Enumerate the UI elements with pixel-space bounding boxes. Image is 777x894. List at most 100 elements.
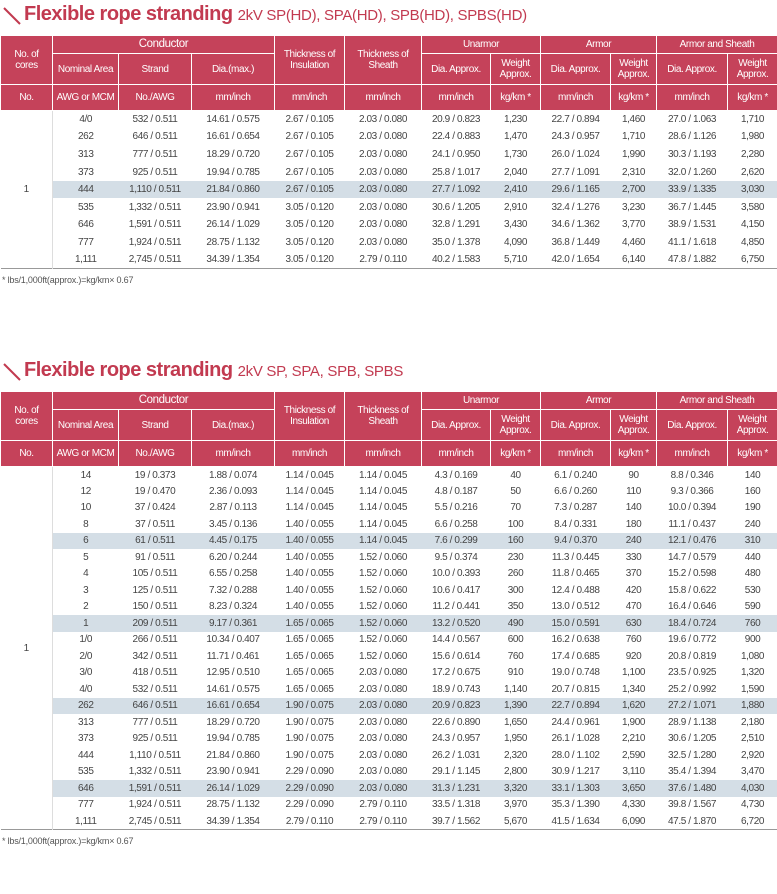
header-cell: mm/inch [191, 440, 275, 467]
data-row: 2/0 342 / 0.511 11.71 / 0.461 1.65 / 0.065 1… [1, 648, 777, 665]
data-cell: 2.03 / 0.080 [358, 733, 408, 745]
title-icon [3, 7, 21, 25]
table-header: No. of cores Conductor Thickness of Insula… [0, 391, 777, 467]
data-cell: 27.2 / 1.071 [656, 697, 728, 714]
data-cell: 14.61 / 0.575 [206, 683, 260, 695]
data-cell: 2,310 [622, 166, 646, 178]
data-cell: 12.4 / 0.488 [551, 584, 600, 596]
data-cell: 1,111 [74, 254, 97, 266]
data-row: 10 37 / 0.424 2.87 / 0.113 1.14 / 0.045 1.14… [1, 500, 777, 517]
data-cell: 3.05 / 0.120 [285, 201, 334, 213]
data-cell: 1.52 / 0.060 [358, 568, 408, 580]
data-cell: 5.5 / 0.216 [434, 502, 478, 514]
data-cell: 39.8 / 1.567 [668, 799, 717, 811]
data-cell: 1/0 [79, 634, 93, 646]
data-cell: 209 / 0.511 [118, 615, 192, 632]
data-cell: 777 [78, 236, 94, 248]
data-cell: 2.79 / 0.110 [359, 799, 407, 811]
header-cell: No./AWG [118, 84, 192, 111]
data-cell: 19 / 0.373 [134, 469, 176, 481]
data-cell: 1,340 [622, 683, 646, 695]
data-cell: 418 / 0.511 [132, 667, 178, 679]
data-cell: 266 / 0.511 [132, 634, 178, 646]
data-cell: 14 [80, 469, 92, 481]
data-cell: 6,140 [622, 254, 646, 266]
data-cell: 2.79 / 0.110 [359, 254, 407, 266]
data-cell: 1.14 / 0.045 [285, 469, 334, 481]
data-cell: 2,745 / 0.511 [128, 254, 182, 266]
data-cell: 36.7 / 1.445 [668, 201, 717, 213]
data-cell: 150 / 0.511 [132, 601, 178, 613]
data-cell: 1,390 [490, 697, 541, 714]
data-cell: 262 [78, 131, 94, 143]
header-cell: mm/inch [191, 84, 275, 111]
data-cell: 28.9 / 1.138 [668, 716, 717, 728]
data-cell: 532 / 0.511 [132, 683, 178, 695]
data-cell: 2.03 / 0.080 [358, 749, 408, 761]
data-cell: 3,430 [503, 219, 528, 231]
header-cell: Dia.(max.) [191, 409, 275, 441]
header-cell: Weight Approx. [727, 53, 777, 85]
header-cell: Nominal Area [52, 409, 119, 441]
data-cell: 3,320 [490, 780, 541, 797]
data-cell: 40.2 / 1.583 [431, 254, 481, 266]
data-cell: 20.7 / 0.815 [551, 683, 600, 695]
data-cell: 2,040 [503, 166, 528, 178]
data-cell: 40 [510, 469, 521, 481]
data-cell: 1,980 [741, 131, 765, 143]
header-cell: Dia.(max.) [191, 53, 275, 85]
header-cell: Armor and Sheath [656, 35, 777, 54]
data-cell: 2.03 / 0.080 [344, 697, 422, 714]
data-cell: 2.03 / 0.080 [358, 201, 408, 213]
header-row: Nominal Area Strand Dia.(max.) Dia. Approx.… [1, 409, 777, 441]
data-cell: 18.29 / 0.720 [206, 716, 260, 728]
header-cell: Dia. Approx. [421, 53, 491, 85]
data-cell: 90 [628, 469, 639, 481]
data-cell: 900 [744, 634, 761, 646]
data-cell: 8.8 / 0.346 [670, 469, 714, 481]
data-cell: 4,330 [622, 799, 646, 811]
data-cell: 1,591 / 0.511 [118, 780, 192, 797]
data-cell: 18.9 / 0.743 [431, 683, 481, 695]
data-cell: 1.90 / 0.075 [285, 749, 334, 761]
header-cell: kg/km * [727, 84, 777, 111]
data-cell: 190 [744, 502, 761, 514]
data-cell: 1,950 [503, 733, 528, 745]
data-cell: 646 [78, 219, 94, 231]
data-cell: 1.40 / 0.055 [285, 584, 334, 596]
data-cell: 1.40 / 0.055 [285, 568, 334, 580]
header-cell: Weight Approx. [610, 53, 658, 85]
header-cell: Weight Approx. [727, 409, 777, 441]
header-cell: kg/km * [727, 440, 777, 467]
data-cell: 1.14 / 0.045 [285, 485, 334, 497]
data-cell: 535 [78, 201, 94, 213]
data-cell: 7.3 / 0.287 [554, 502, 597, 514]
data-cell: 1.14 / 0.045 [358, 469, 408, 481]
data-cell: 14.61 / 0.575 [206, 114, 260, 126]
header-cell: mm/inch [274, 440, 345, 467]
data-cell: 490 [490, 615, 541, 632]
data-cell: 38.9 / 1.531 [668, 219, 717, 231]
data-cell: 760 [727, 615, 777, 632]
data-cell: 32.5 / 1.280 [668, 749, 717, 761]
data-cell: 1,320 [741, 667, 765, 679]
data-cell: 35.3 / 1.390 [551, 799, 600, 811]
data-cell: 4 [83, 568, 89, 580]
data-cell: 1.40 / 0.055 [274, 532, 345, 549]
data-cell: 8 [83, 518, 89, 530]
data-cell: 15.6 / 0.614 [431, 650, 481, 662]
data-cell: 1.65 / 0.065 [274, 615, 345, 632]
data-row: 373 925 / 0.511 19.94 / 0.785 2.67 / 0.105 2… [1, 163, 777, 181]
data-cell: 33.5 / 1.318 [431, 799, 481, 811]
data-cell: 1.65 / 0.065 [285, 650, 334, 662]
data-row: 313 777 / 0.511 18.29 / 0.720 2.67 / 0.105 2… [1, 146, 777, 164]
data-row: 1,111 2,745 / 0.511 34.39 / 1.354 2.79 / 0.… [1, 813, 777, 830]
data-cell: 10 [80, 502, 92, 514]
data-cell: 1.52 / 0.060 [358, 634, 408, 646]
data-cell: 37 / 0.424 [134, 502, 176, 514]
data-cell: 2.03 / 0.080 [358, 683, 408, 695]
data-cell: 11.71 / 0.461 [206, 650, 260, 662]
data-cell: 22.6 / 0.890 [431, 716, 481, 728]
footnote: * lbs/1,000ft(approx.)=kg/km× 0.67 [2, 836, 134, 846]
